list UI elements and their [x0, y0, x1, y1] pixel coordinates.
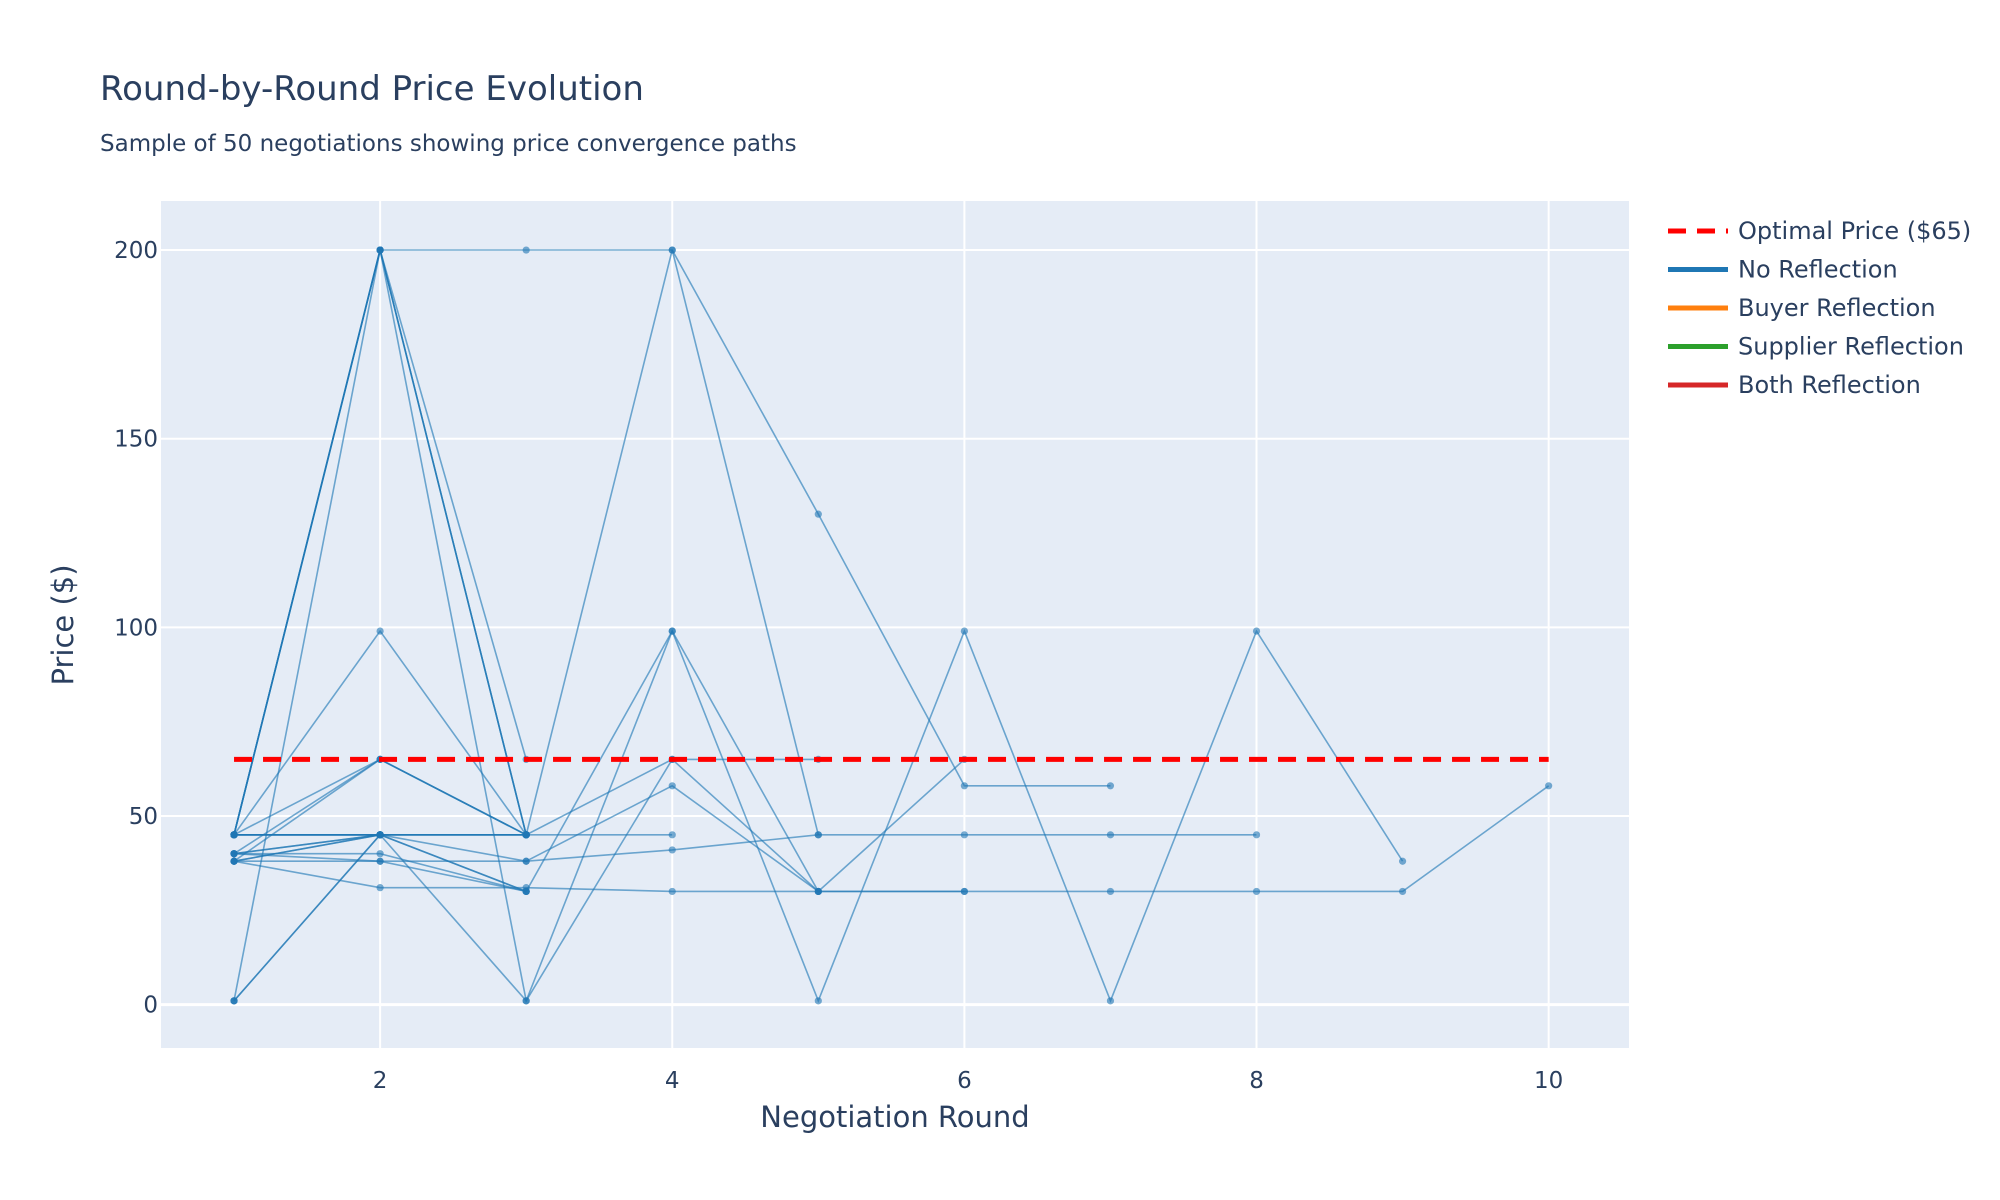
negotiation-path	[230, 246, 822, 839]
legend-label: Optimal Price ($65)	[1738, 217, 1971, 245]
negotiation-point	[522, 997, 530, 1005]
negotiation-point	[230, 857, 238, 865]
negotiation-point	[1252, 627, 1261, 635]
legend: Optimal Price ($65) No Reflection Buyer Re…	[1668, 217, 1971, 399]
y-tick-label: 0	[143, 993, 158, 1019]
negotiation-point	[1545, 782, 1553, 790]
legend-item[interactable]: Supplier Reflection	[1668, 333, 1964, 361]
negotiation-point	[1106, 831, 1115, 839]
negotiation-point	[668, 831, 676, 839]
x-tick-label: 4	[665, 1068, 680, 1094]
x-tick-label: 8	[1249, 1068, 1264, 1094]
negotiation-point	[376, 850, 384, 858]
legend-label: Buyer Reflection	[1738, 294, 1936, 322]
legend-label: No Reflection	[1738, 256, 1898, 284]
y-tick-label: 150	[114, 427, 158, 453]
x-axis-title: Negotiation Round	[760, 1100, 1029, 1134]
negotiation-point	[960, 887, 968, 896]
legend-item[interactable]: Both Reflection	[1668, 371, 1921, 399]
negotiation-point	[1106, 782, 1115, 790]
x-tick-label: 2	[373, 1068, 388, 1094]
negotiation-point	[522, 887, 530, 896]
gridlines	[161, 201, 1629, 1048]
chart-subtitle: Sample of 50 negotiations showing price …	[100, 131, 797, 157]
negotiation-point	[522, 857, 530, 865]
negotiation-point	[376, 246, 384, 254]
negotiation-point	[376, 831, 384, 839]
negotiation-point	[230, 831, 238, 839]
negotiation-paths	[230, 246, 1553, 1005]
negotiation-point	[668, 627, 676, 635]
negotiation-point	[376, 627, 384, 635]
negotiation-point	[522, 246, 530, 254]
negotiation-path	[230, 782, 1553, 896]
y-tick-label: 50	[129, 804, 158, 830]
negotiation-path	[230, 831, 384, 1005]
legend-label: Supplier Reflection	[1738, 333, 1964, 361]
x-tick-label: 6	[957, 1068, 972, 1094]
negotiation-path	[230, 850, 530, 896]
negotiation-point	[1106, 887, 1115, 896]
negotiation-point	[814, 831, 822, 839]
negotiation-point	[376, 884, 384, 892]
y-tick-label: 100	[114, 615, 158, 641]
y-axis-ticks: 0 50 100 150 200	[114, 238, 158, 1019]
negotiation-point	[230, 850, 238, 858]
negotiation-point	[1252, 887, 1261, 896]
negotiation-point	[522, 831, 530, 839]
negotiation-point	[814, 997, 822, 1005]
legend-item[interactable]: Optimal Price ($65)	[1668, 217, 1971, 245]
x-axis-ticks: 2 4 6 8 10	[373, 1068, 1564, 1094]
negotiation-point	[1106, 997, 1115, 1005]
legend-label: Both Reflection	[1738, 371, 1921, 399]
negotiation-point	[376, 857, 384, 865]
y-tick-label: 200	[114, 238, 158, 264]
negotiation-point	[1398, 887, 1407, 896]
y-axis-title: Price ($)	[46, 564, 80, 685]
negotiation-point	[814, 510, 822, 518]
negotiation-line	[233, 785, 1550, 893]
negotiation-point	[230, 997, 238, 1005]
negotiation-point	[1398, 857, 1407, 865]
negotiation-point	[960, 782, 968, 790]
negotiation-point	[668, 246, 676, 254]
legend-item[interactable]: No Reflection	[1668, 256, 1898, 284]
legend-item[interactable]: Buyer Reflection	[1668, 294, 1936, 322]
negotiation-line	[234, 833, 1257, 863]
x-tick-label: 10	[1534, 1068, 1563, 1094]
negotiation-point	[668, 846, 676, 854]
chart-title: Round-by-Round Price Evolution	[100, 69, 644, 109]
negotiation-point	[960, 831, 968, 839]
negotiation-point	[960, 627, 968, 635]
negotiation-point	[814, 887, 822, 896]
negotiation-point	[668, 782, 676, 790]
negotiation-point	[1252, 831, 1261, 839]
negotiation-line	[233, 834, 381, 1002]
negotiation-point	[668, 887, 676, 896]
plot-area	[161, 201, 1629, 1048]
